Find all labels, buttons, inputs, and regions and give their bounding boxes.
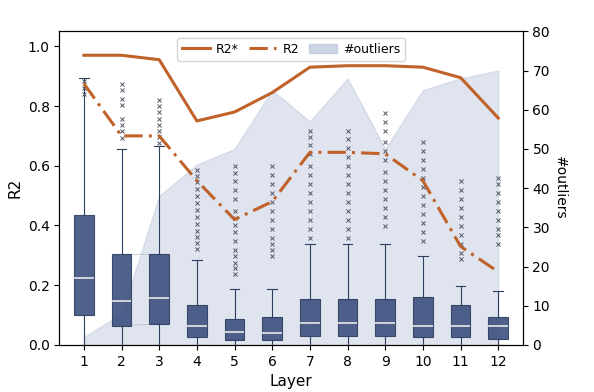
PathPatch shape: [375, 299, 395, 336]
R2*: [419, 65, 426, 69]
R2: [495, 269, 502, 274]
R2*: [344, 64, 351, 68]
R2: [268, 199, 276, 204]
R2*: [382, 64, 389, 68]
R2: [80, 81, 87, 86]
PathPatch shape: [225, 319, 244, 341]
R2: [156, 134, 163, 138]
R2*: [457, 75, 464, 80]
R2*: [268, 90, 276, 95]
Line: R2*: R2*: [84, 55, 498, 121]
R2: [382, 151, 389, 156]
X-axis label: Layer: Layer: [270, 374, 312, 389]
R2*: [80, 53, 87, 58]
R2: [231, 217, 238, 222]
R2*: [495, 116, 502, 120]
Y-axis label: R2: R2: [7, 178, 22, 198]
R2*: [118, 53, 125, 58]
R2: [457, 244, 464, 249]
R2: [419, 178, 426, 183]
PathPatch shape: [413, 297, 432, 338]
R2: [344, 150, 351, 155]
R2*: [307, 65, 314, 69]
PathPatch shape: [112, 254, 131, 325]
PathPatch shape: [150, 254, 169, 324]
R2: [193, 178, 200, 183]
PathPatch shape: [488, 317, 508, 339]
PathPatch shape: [263, 317, 282, 341]
Line: R2: R2: [84, 83, 498, 272]
PathPatch shape: [451, 305, 470, 338]
PathPatch shape: [74, 215, 94, 315]
PathPatch shape: [187, 305, 207, 338]
R2*: [193, 119, 200, 123]
Legend: R2*, R2, #outliers: R2*, R2, #outliers: [177, 38, 405, 61]
PathPatch shape: [300, 299, 320, 336]
R2*: [156, 57, 163, 62]
R2*: [231, 110, 238, 114]
R2: [307, 150, 314, 155]
PathPatch shape: [338, 299, 358, 336]
R2: [118, 134, 125, 138]
Y-axis label: #outliers: #outliers: [553, 156, 567, 220]
